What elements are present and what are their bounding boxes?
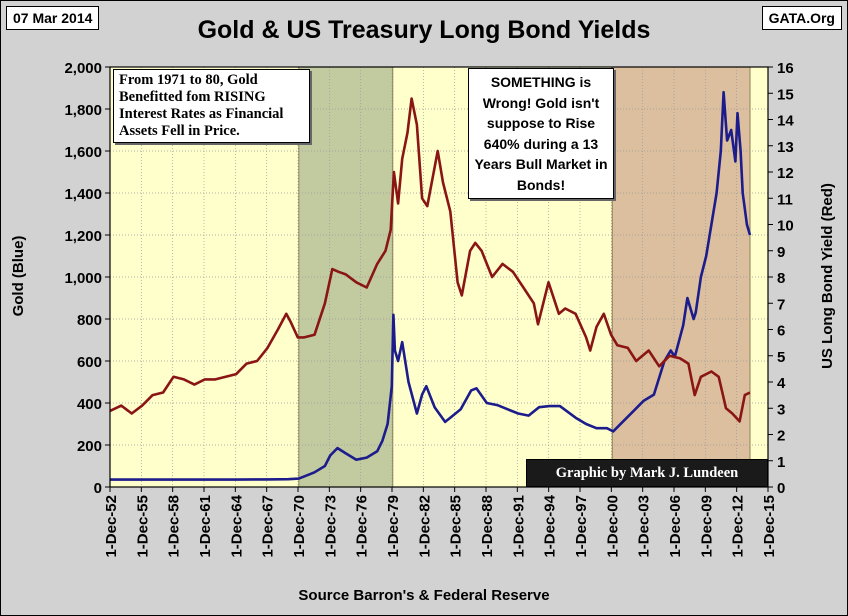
x-tick-label: 1-Dec-09	[698, 495, 715, 558]
y-axis-label: Gold (Blue)	[10, 236, 27, 317]
y2-tick-label: 12	[777, 165, 794, 182]
y2-tick-label: 6	[777, 323, 785, 340]
x-tick-label: 1-Dec-03	[636, 495, 653, 558]
y-tick-label: 0	[94, 480, 102, 497]
y2-tick-label: 15	[777, 86, 794, 103]
y-tick-label: 800	[77, 312, 102, 329]
y2-tick-label: 0	[777, 480, 785, 497]
y-tick-label: 1,200	[64, 228, 102, 245]
y2-tick-label: 5	[777, 349, 785, 366]
credit-label: Graphic by Mark J. Lundeen	[526, 459, 768, 487]
y2-tick-label: 4	[777, 375, 786, 392]
y-tick-label: 1,400	[64, 186, 102, 203]
y2-tick-label: 1	[777, 454, 785, 471]
y2-tick-label: 10	[777, 218, 794, 235]
x-tick-label: 1-Dec-15	[761, 495, 778, 558]
y-tick-label: 600	[77, 354, 102, 371]
y2-tick-label: 2	[777, 428, 785, 445]
y2-axis-label: US Long Bond Yield (Red)	[819, 183, 836, 369]
x-tick-label: 1-Dec-70	[291, 495, 308, 558]
y2-tick-label: 7	[777, 296, 785, 313]
left-annotation: From 1971 to 80, Gold Benefitted fom RIS…	[113, 69, 310, 143]
shaded-period-1	[298, 66, 394, 488]
x-tick-label: 1-Dec-67	[260, 495, 277, 558]
x-tick-label: 1-Dec-61	[197, 495, 214, 558]
x-tick-label: 1-Dec-58	[166, 495, 183, 558]
y-tick-label: 2,000	[64, 60, 102, 77]
y-tick-label: 400	[77, 396, 102, 413]
x-tick-label: 1-Dec-64	[228, 494, 245, 557]
y2-tick-label: 3	[777, 401, 785, 418]
x-tick-label: 1-Dec-85	[448, 495, 465, 558]
x-tick-label: 1-Dec-06	[667, 495, 684, 558]
x-axis-label: Source Barron's & Federal Reserve	[298, 587, 550, 604]
source-tag: GATA.Org	[761, 6, 842, 30]
chart-title: Gold & US Treasury Long Bond Yields	[197, 16, 651, 44]
y-tick-label: 1,600	[64, 144, 102, 161]
y2-tick-label: 8	[777, 270, 785, 287]
x-tick-label: 1-Dec-76	[354, 495, 371, 558]
date-tag: 07 Mar 2014	[6, 6, 100, 30]
y-tick-label: 200	[77, 438, 102, 455]
y2-tick-label: 9	[777, 244, 785, 261]
x-tick-label: 1-Dec-55	[134, 495, 151, 558]
x-tick-label: 1-Dec-91	[510, 495, 527, 558]
y2-tick-label: 16	[777, 60, 794, 77]
gold-series-line	[110, 90, 752, 481]
x-tick-label: 1-Dec-52	[103, 495, 120, 558]
right-annotation: SOMETHING is Wrong! Gold isn't suppose t…	[468, 68, 614, 199]
x-tick-label: 1-Dec-94	[542, 494, 559, 557]
x-tick-label: 1-Dec-00	[604, 495, 621, 558]
x-tick-label: 1-Dec-88	[479, 495, 496, 558]
x-tick-label: 1-Dec-73	[322, 495, 339, 558]
x-tick-label: 1-Dec-12	[730, 495, 747, 558]
y-tick-label: 1,000	[64, 270, 102, 287]
y2-tick-label: 11	[777, 191, 793, 208]
y2-tick-label: 13	[777, 139, 794, 156]
x-tick-label: 1-Dec-79	[385, 495, 402, 558]
x-tick-label: 1-Dec-82	[416, 495, 433, 558]
yield-series-line	[109, 97, 751, 423]
y2-tick-label: 14	[777, 113, 794, 130]
y-tick-label: 1,800	[64, 102, 102, 119]
x-tick-label: 1-Dec-97	[573, 495, 590, 558]
